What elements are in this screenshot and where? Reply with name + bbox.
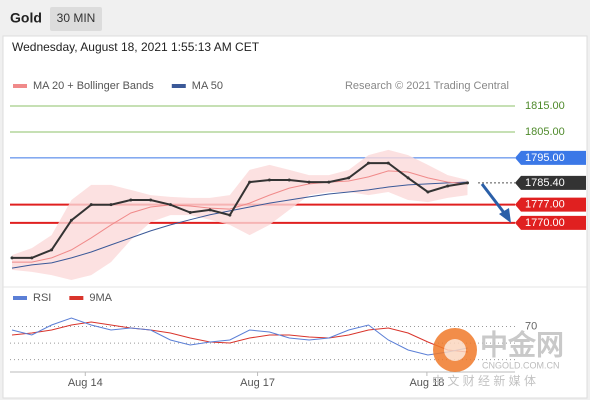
level-tag xyxy=(515,215,586,230)
watermark-site: CNGOLD.COM.CN xyxy=(482,360,560,370)
level-label: 1777.00 xyxy=(525,199,565,211)
price-point xyxy=(267,178,271,182)
price-point xyxy=(168,203,172,207)
price-point xyxy=(426,190,430,194)
series-line xyxy=(12,170,468,263)
copyright: Research © 2021 Trading Central xyxy=(345,80,509,92)
price-point xyxy=(10,256,14,260)
price-point xyxy=(89,203,93,207)
price-point xyxy=(386,161,390,165)
projection-arrow-head xyxy=(499,208,511,223)
x-tick-label: Aug 18 xyxy=(409,377,444,389)
watermark: 中金网 CNGOLD.COM.CN 中 文 财 经 新 媒 体 xyxy=(432,328,564,388)
price-point xyxy=(30,256,34,260)
plot: 1815.00 1805.00 1795.00 1785.40 1777.00 1770.… xyxy=(10,80,586,389)
price-point xyxy=(149,198,153,202)
x-tick-label: Aug 17 xyxy=(240,377,275,389)
instrument-title: Gold xyxy=(10,10,42,26)
timestamp: Wednesday, August 18, 2021 1:55:13 AM CE… xyxy=(12,40,260,54)
level-label: 1785.40 xyxy=(525,177,565,189)
legend-label: 9MA xyxy=(89,292,112,304)
level-label: 1795.00 xyxy=(525,152,565,164)
price-point xyxy=(327,180,331,184)
level-tag xyxy=(515,197,586,212)
price-point xyxy=(347,176,351,180)
price-point xyxy=(228,213,232,217)
x-tick-label: Aug 14 xyxy=(68,377,103,389)
watermark-slogan: 中 文 财 经 新 媒 体 xyxy=(432,373,536,388)
watermark-logo-inner xyxy=(444,339,466,361)
price-point xyxy=(69,218,73,222)
price-point xyxy=(248,180,252,184)
legend-swatch xyxy=(171,84,186,88)
price-point xyxy=(465,181,469,185)
price-line xyxy=(12,162,468,259)
legend-label: MA 20 + Bollinger Bands xyxy=(33,80,154,92)
price-point xyxy=(307,180,311,184)
timeframe-label[interactable]: 30 MIN xyxy=(57,11,96,25)
bollinger-band xyxy=(12,149,468,280)
price-point xyxy=(446,184,450,188)
legend-label: RSI xyxy=(33,292,51,304)
price-point xyxy=(366,161,370,165)
projection-arrow xyxy=(480,183,507,215)
price-point xyxy=(50,248,54,252)
price-point xyxy=(287,178,291,182)
level-label: 1770.00 xyxy=(525,217,565,229)
price-point xyxy=(129,198,133,202)
watermark-name: 中金网 xyxy=(480,328,564,360)
level-label: 1805.00 xyxy=(525,126,565,138)
timeframe-button[interactable] xyxy=(50,7,102,31)
legend-swatch xyxy=(13,296,27,300)
legend-swatch xyxy=(13,84,27,88)
y-tick-label: 70 xyxy=(525,320,537,332)
series-line xyxy=(11,181,468,269)
legend-label: MA 50 xyxy=(192,80,223,92)
price-point xyxy=(406,176,410,180)
legend-swatch xyxy=(69,296,84,300)
price-point xyxy=(109,203,113,207)
level-tag xyxy=(515,175,586,190)
price-point xyxy=(208,208,212,212)
level-tag xyxy=(515,150,586,165)
level-label: 1815.00 xyxy=(525,100,565,112)
price-point xyxy=(188,210,192,214)
series-line xyxy=(11,321,468,353)
series-line xyxy=(11,317,468,356)
